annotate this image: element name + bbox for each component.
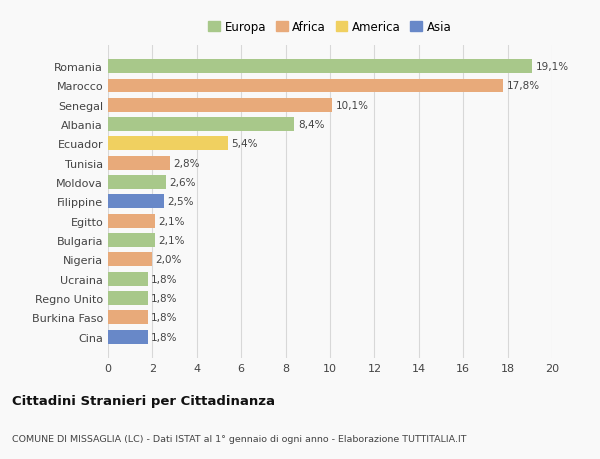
Text: Cittadini Stranieri per Cittadinanza: Cittadini Stranieri per Cittadinanza	[12, 394, 275, 407]
Bar	[108, 137, 228, 151]
Text: 2,6%: 2,6%	[169, 178, 196, 188]
Text: 2,1%: 2,1%	[158, 235, 184, 246]
Text: 8,4%: 8,4%	[298, 120, 325, 130]
Text: 2,0%: 2,0%	[156, 255, 182, 265]
Text: 19,1%: 19,1%	[535, 62, 568, 72]
Bar	[108, 214, 155, 228]
Bar	[108, 60, 532, 74]
Bar	[108, 118, 295, 132]
Bar	[108, 253, 152, 267]
Text: 17,8%: 17,8%	[506, 81, 539, 91]
Bar	[108, 311, 148, 325]
Bar	[108, 234, 155, 247]
Text: 1,8%: 1,8%	[151, 313, 178, 323]
Bar	[108, 176, 166, 190]
Bar	[108, 157, 170, 170]
Bar	[108, 330, 148, 344]
Bar	[108, 99, 332, 112]
Legend: Europa, Africa, America, Asia: Europa, Africa, America, Asia	[205, 17, 455, 38]
Text: 2,1%: 2,1%	[158, 216, 184, 226]
Text: 1,8%: 1,8%	[151, 332, 178, 342]
Text: COMUNE DI MISSAGLIA (LC) - Dati ISTAT al 1° gennaio di ogni anno - Elaborazione : COMUNE DI MISSAGLIA (LC) - Dati ISTAT al…	[12, 434, 467, 442]
Text: 2,5%: 2,5%	[167, 197, 193, 207]
Bar	[108, 79, 503, 93]
Text: 1,8%: 1,8%	[151, 293, 178, 303]
Bar	[108, 272, 148, 286]
Bar	[108, 291, 148, 305]
Text: 2,8%: 2,8%	[173, 158, 200, 168]
Text: 10,1%: 10,1%	[335, 101, 368, 111]
Bar	[108, 195, 163, 209]
Text: 5,4%: 5,4%	[231, 139, 258, 149]
Text: 1,8%: 1,8%	[151, 274, 178, 284]
